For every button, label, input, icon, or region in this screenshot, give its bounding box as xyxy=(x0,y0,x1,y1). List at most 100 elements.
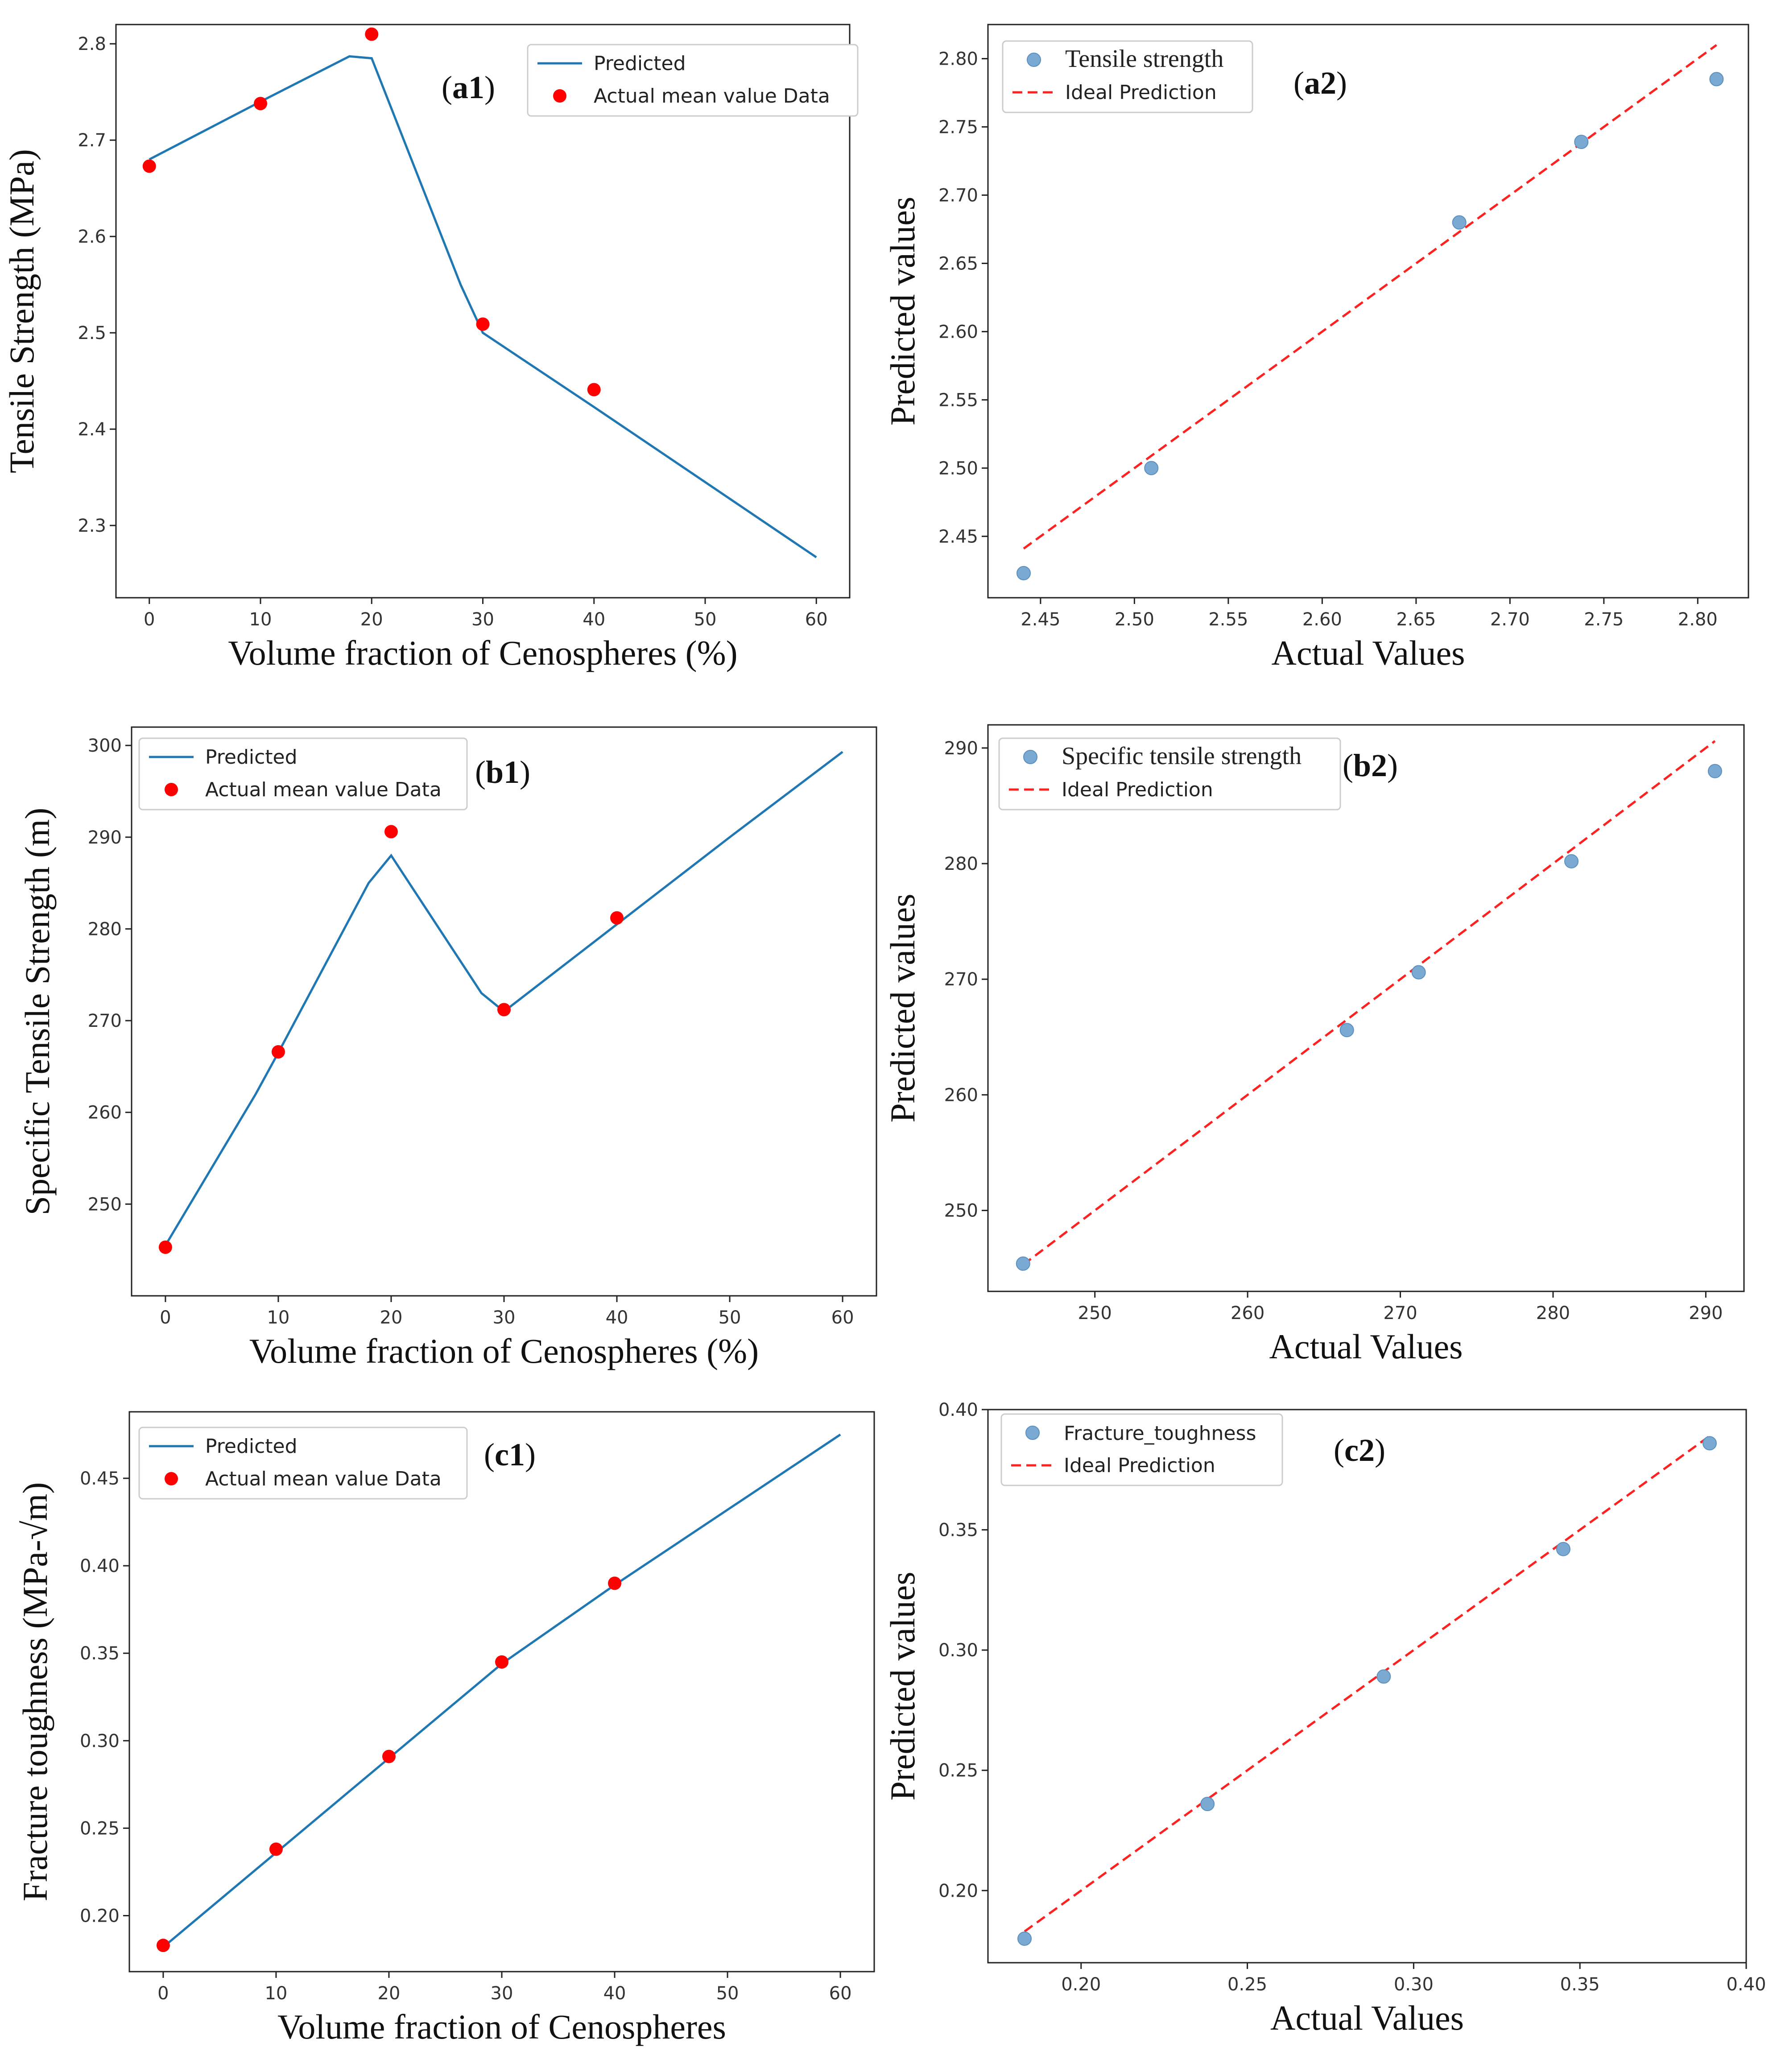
actual-point xyxy=(587,383,601,397)
y-tick-label: 2.45 xyxy=(938,526,978,547)
actual-point xyxy=(608,1576,622,1590)
legend-box xyxy=(138,737,468,811)
prediction-point xyxy=(1709,72,1724,87)
x-tick-label: 2.50 xyxy=(1115,609,1154,630)
y-tick-label: 0.45 xyxy=(80,1468,120,1489)
y-tick-label: 290 xyxy=(944,738,978,759)
prediction-point xyxy=(1376,1669,1391,1684)
y-tick-label: 250 xyxy=(944,1201,978,1221)
legend-point-swatch xyxy=(1027,53,1041,67)
x-tick-label: 250 xyxy=(1078,1303,1112,1323)
y-tick-label: 2.5 xyxy=(78,323,106,343)
actual-point xyxy=(271,1045,285,1059)
y-tick-label: 0.30 xyxy=(80,1731,120,1751)
y-tick-label: 0.25 xyxy=(80,1818,120,1839)
x-tick-label: 60 xyxy=(829,1983,852,2004)
x-axis-label: Volume fraction of Cenospheres (%) xyxy=(228,633,737,672)
y-tick-label: 2.60 xyxy=(938,322,978,342)
x-tick-label: 280 xyxy=(1536,1303,1570,1323)
x-tick-label: 2.70 xyxy=(1490,609,1530,630)
prediction-point xyxy=(1016,1256,1030,1271)
prediction-point xyxy=(1564,854,1579,869)
x-tick-label: 30 xyxy=(493,1307,516,1328)
y-tick-label: 2.7 xyxy=(78,130,106,151)
legend-label-ideal: Ideal Prediction xyxy=(1062,778,1213,801)
actual-point xyxy=(497,1003,511,1017)
chart-a2: 2.45 2.50 2.55 2.60 2.65 2.70 2.75 2.80 2.45 2.50… xyxy=(883,24,1749,672)
legend-box xyxy=(998,737,1341,811)
x-tick-label: 10 xyxy=(267,1307,289,1328)
chart-c1: 0 10 20 30 40 50 60 0.20 0.25 0.30 0.35 0.40 0.45 Vol… xyxy=(16,1411,875,2046)
y-tick-label: 2.70 xyxy=(938,185,978,206)
legend-label-actual: Actual mean value Data xyxy=(205,778,442,801)
actual-point xyxy=(384,825,398,839)
x-tick-label: 2.65 xyxy=(1396,609,1436,630)
y-tick-label: 250 xyxy=(88,1194,122,1215)
x-axis-label: Actual Values xyxy=(1269,1327,1463,1366)
y-tick-label: 2.75 xyxy=(938,117,978,137)
y-tick-label: 280 xyxy=(944,854,978,874)
actual-point xyxy=(142,159,156,173)
legend-label-actual: Actual mean value Data xyxy=(205,1468,442,1490)
plot-frame xyxy=(987,24,1749,599)
x-tick-label: 50 xyxy=(694,609,717,630)
x-tick-label: 0.20 xyxy=(1061,1974,1101,1995)
y-tick-label: 270 xyxy=(944,969,978,990)
x-tick-label: 20 xyxy=(380,1307,403,1328)
legend-box xyxy=(1002,40,1253,113)
y-tick-label: 2.50 xyxy=(938,458,978,479)
y-tick-label: 290 xyxy=(88,827,122,848)
x-tick-label: 0.35 xyxy=(1560,1974,1600,1995)
y-axis-label: Predicted values xyxy=(883,1572,922,1800)
actual-point xyxy=(158,1241,172,1254)
x-axis-label: Actual Values xyxy=(1272,633,1465,672)
legend: Predicted Actual mean value Data xyxy=(527,44,859,117)
legend-box xyxy=(1000,1413,1283,1486)
x-tick-label: 0.40 xyxy=(1726,1974,1766,1995)
y-axis-label: Fracture toughness (MPa-√m) xyxy=(16,1482,54,1902)
ideal-prediction-line xyxy=(1022,740,1716,1266)
predicted-line xyxy=(149,55,817,558)
x-tick-label: 0.25 xyxy=(1227,1974,1267,1995)
ideal-prediction-line xyxy=(1023,44,1717,550)
x-tick-label: 60 xyxy=(805,609,828,630)
y-axis-label: Tensile Strength (MPa) xyxy=(2,149,41,473)
predicted-line xyxy=(164,751,843,1246)
x-tick-label: 0 xyxy=(144,609,155,630)
chart-b1: 0 10 20 30 40 50 60 250 260 270 280 290 300 Volume fr… xyxy=(18,726,877,1370)
plot-frame xyxy=(987,724,1745,1292)
x-axis-label: Volume fraction of Cenospheres (%) xyxy=(249,1332,759,1370)
x-tick-label: 0 xyxy=(157,1983,169,2004)
y-tick-label: 2.80 xyxy=(938,49,978,69)
x-axis-label: Volume fraction of Cenospheres xyxy=(277,2007,726,2046)
prediction-point xyxy=(1574,135,1589,149)
legend-point-swatch xyxy=(165,1472,178,1485)
legend-point-swatch xyxy=(1025,1426,1040,1440)
legend-label-series: Fracture_toughness xyxy=(1064,1422,1256,1445)
x-tick-label: 60 xyxy=(831,1307,854,1328)
panel-label: (a1) xyxy=(442,70,495,105)
x-tick-label: 20 xyxy=(378,1983,401,2004)
actual-point xyxy=(476,317,490,331)
panel-label: (c1) xyxy=(484,1437,536,1472)
legend-box xyxy=(527,44,859,117)
legend-label-predicted: Predicted xyxy=(594,52,686,75)
prediction-point xyxy=(1707,764,1722,778)
x-tick-label: 40 xyxy=(606,1307,628,1328)
panel-label: (b2) xyxy=(1343,748,1398,783)
actual-point xyxy=(495,1655,508,1669)
y-axis-label: Predicted values xyxy=(883,197,922,426)
actual-point xyxy=(365,27,379,41)
x-tick-label: 30 xyxy=(471,609,494,630)
legend-label-ideal: Ideal Prediction xyxy=(1065,81,1217,104)
x-tick-label: 10 xyxy=(249,609,272,630)
x-tick-label: 50 xyxy=(716,1983,739,2004)
y-tick-label: 0.20 xyxy=(938,1881,978,1901)
legend-label-actual: Actual mean value Data xyxy=(594,85,830,108)
x-tick-label: 260 xyxy=(1231,1303,1264,1323)
prediction-point xyxy=(1144,461,1159,476)
prediction-point xyxy=(1452,215,1467,230)
legend-box xyxy=(138,1427,468,1500)
y-tick-label: 0.40 xyxy=(80,1556,120,1576)
